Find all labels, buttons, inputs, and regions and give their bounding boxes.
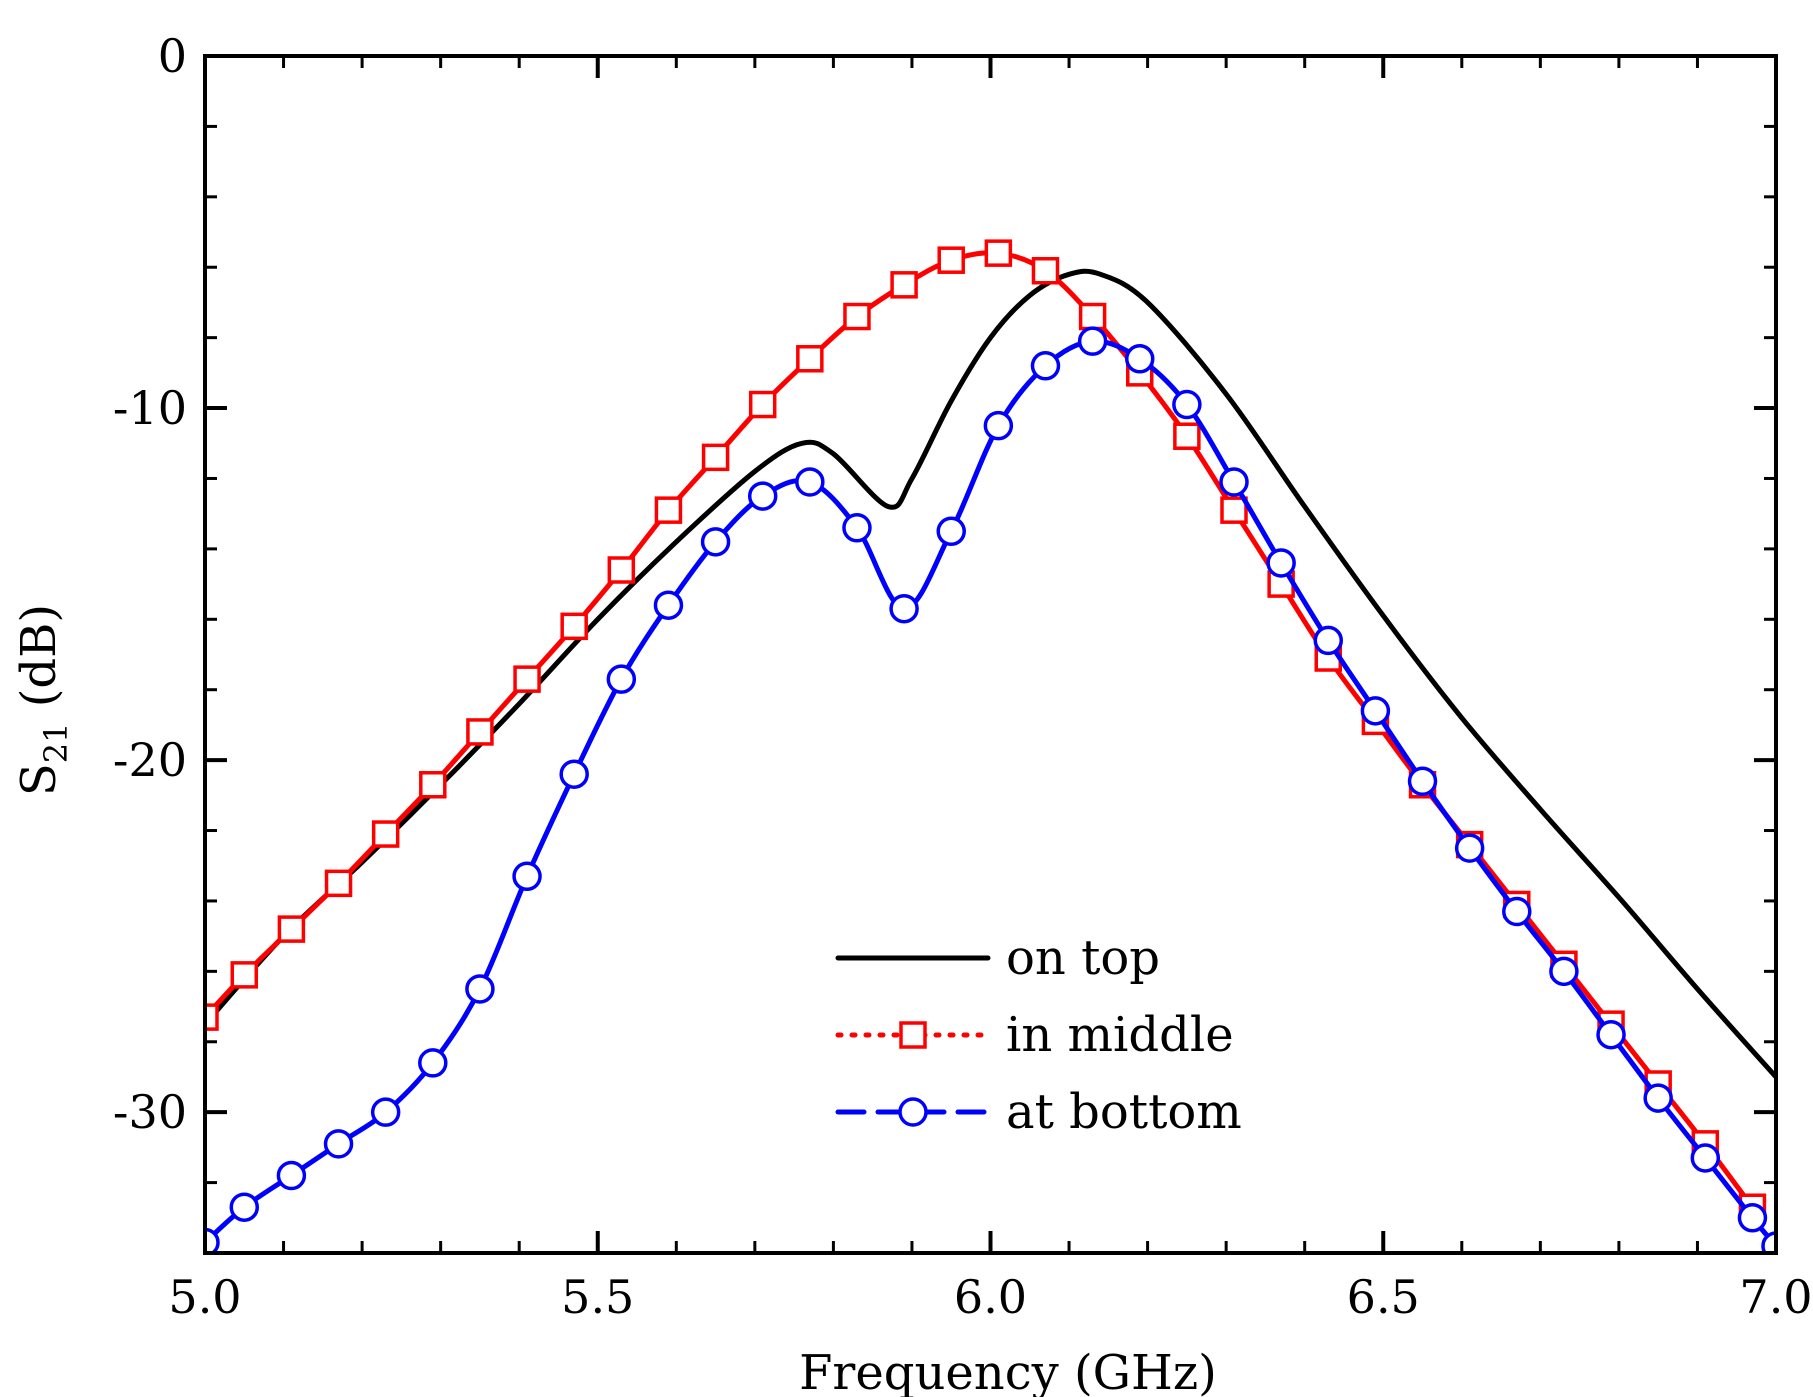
data-point-square	[1078, 302, 1107, 331]
data-point-circle	[323, 1129, 354, 1159]
data-point-circle	[1761, 1231, 1776, 1253]
data-point-circle	[205, 1227, 220, 1253]
data-point-circle	[559, 759, 589, 789]
data-point-square	[890, 271, 918, 299]
legend-label: in middle	[1006, 1007, 1234, 1063]
y-tick-label: -10	[113, 381, 187, 435]
data-point-circle	[606, 664, 637, 694]
x-tick-label: 7.0	[1739, 1270, 1812, 1324]
data-point-circle	[1313, 625, 1344, 656]
legend-label: at bottom	[1006, 1084, 1242, 1140]
data-point-circle	[1266, 548, 1296, 578]
data-point-circle	[1502, 896, 1532, 927]
data-point-square	[1220, 496, 1248, 524]
y-axis-label-main: S	[11, 763, 67, 796]
data-point-square	[419, 771, 447, 799]
data-point-circle	[276, 1160, 307, 1191]
legend-entry-on-top: on top	[835, 930, 1160, 986]
data-point-circle	[842, 513, 872, 543]
data-point-square	[205, 1003, 219, 1031]
data-point-circle	[1030, 351, 1061, 381]
x-axis-label: Frequency (GHz)	[799, 1345, 1217, 1397]
data-point-circle	[418, 1048, 448, 1078]
legend-square-marker	[899, 1021, 927, 1049]
data-point-circle	[465, 974, 495, 1004]
series-line-on-top	[205, 268, 1776, 1080]
data-point-circle	[889, 593, 919, 624]
data-point-circle	[1596, 1019, 1626, 1050]
data-point-circle	[700, 527, 731, 557]
data-point-square	[796, 345, 824, 373]
data-point-circle	[1690, 1143, 1721, 1173]
y-axis-label-unit: (dB)	[11, 604, 67, 723]
data-point-circle	[1077, 326, 1108, 356]
data-point-circle	[1360, 696, 1391, 726]
legend-entry-in-middle: in middle	[835, 1007, 1234, 1063]
data-point-square	[843, 302, 871, 331]
data-point-square	[1031, 257, 1060, 285]
y-tick-label: -20	[113, 733, 187, 787]
data-point-square	[607, 556, 636, 584]
data-point-circle	[229, 1192, 260, 1222]
data-point-square	[371, 820, 400, 848]
data-point-circle	[370, 1097, 401, 1127]
series-layer	[205, 239, 1776, 1253]
y-tick-label: -30	[113, 1085, 187, 1139]
series-on-top	[205, 268, 1776, 1080]
data-point-square	[984, 239, 1013, 267]
data-point-circle	[1549, 956, 1579, 987]
data-point-circle	[1172, 389, 1202, 420]
x-tick-label: 6.5	[1347, 1270, 1420, 1324]
data-point-square	[230, 961, 259, 989]
axes-layer: 5.0 5.5 6.0 6.5 7.0 0 -10 -20 -30	[113, 29, 1813, 1324]
data-point-square	[277, 915, 306, 943]
data-point-square	[466, 718, 494, 746]
data-point-circle	[747, 481, 778, 511]
data-point-square	[513, 665, 541, 693]
x-tick-label: 6.0	[954, 1270, 1027, 1324]
data-point-circle	[1737, 1203, 1768, 1233]
data-point-circle	[1454, 833, 1485, 863]
legend-entry-at-bottom: at bottom	[835, 1084, 1242, 1140]
data-point-circle	[1124, 344, 1155, 374]
data-point-square	[560, 612, 588, 641]
y-tick-label: 0	[158, 29, 187, 83]
y-axis-label-subscript: 21	[37, 723, 75, 764]
legend: on top in middle at bottom	[835, 930, 1242, 1140]
data-point-square	[654, 496, 683, 524]
data-point-circle	[795, 467, 825, 497]
data-point-circle	[1219, 467, 1249, 497]
series-at-bottom	[205, 326, 1776, 1253]
data-point-square	[748, 390, 777, 419]
data-point-circle	[1643, 1083, 1673, 1113]
data-point-square	[701, 443, 730, 472]
data-point-circle	[983, 410, 1014, 441]
legend-circle-marker	[898, 1097, 928, 1127]
x-tick-label: 5.0	[168, 1270, 241, 1324]
data-point-circle	[1407, 766, 1438, 796]
data-point-circle	[512, 861, 542, 892]
data-point-circle	[653, 590, 684, 620]
data-point-square	[1173, 422, 1201, 450]
data-point-circle	[936, 516, 966, 547]
x-tick-label: 5.5	[561, 1270, 634, 1324]
data-point-square	[937, 246, 965, 274]
legend-label: on top	[1006, 930, 1160, 986]
data-point-square	[324, 869, 353, 898]
y-axis-label: S21 (dB)	[11, 604, 75, 796]
labels-layer: Frequency (GHz) S21 (dB)	[11, 604, 1217, 1397]
